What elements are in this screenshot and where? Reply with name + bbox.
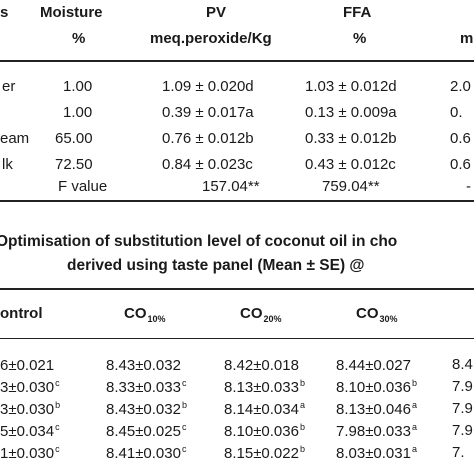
t2-cell-extra: 7.9 — [452, 378, 473, 395]
t1-bottom-rule — [0, 200, 474, 202]
t1-row-extra: 0.6 — [450, 156, 471, 173]
t1-fvalue-label: F value — [58, 178, 108, 195]
t1-col0-header: s — [0, 4, 9, 21]
t2-cell-co10: 8.43±0.032 — [106, 357, 181, 374]
t2-cell-co20: 8.13±0.033b — [224, 378, 305, 396]
t1-row-ffa: 0.43 ± 0.012c — [305, 156, 396, 173]
table-caption-line1: Optimisation of substitution level of co… — [0, 233, 398, 250]
t1-ffa-unit: % — [353, 30, 367, 47]
t1-row-moisture: 72.50 — [55, 156, 93, 173]
t2-cell-co10: 8.41±0.030c — [106, 444, 187, 462]
t1-row-moisture: 1.00 — [63, 78, 93, 95]
t1-row-ffa: 1.03 ± 0.012d — [305, 78, 397, 95]
t2-cell-co30: 7.98±0.033a — [336, 422, 417, 440]
t1-pv-header: PV — [206, 4, 227, 21]
t1-row-extra: 2.0 — [450, 78, 471, 95]
t2-cell-co30: 8.13±0.046a — [336, 400, 417, 418]
t2-cell-co30: 8.44±0.027 — [336, 357, 411, 374]
t2-cell-co30: 8.03±0.031a — [336, 444, 417, 462]
t1-pv-unit: meq.peroxide/Kg — [150, 30, 272, 47]
t1-row-moisture: 1.00 — [63, 104, 93, 121]
t2-co20-subscript: 20% — [263, 314, 282, 324]
t1-header-rule — [0, 60, 474, 62]
t2-cell-extra: 7. — [452, 444, 465, 461]
t2-cell-co10: 8.33±0.033c — [106, 378, 187, 396]
t2-header-rule — [0, 338, 474, 339]
t2-cell-co10: 8.43±0.032b — [106, 400, 187, 418]
t1-row-pv: 0.84 ± 0.023c — [162, 156, 253, 173]
t1-fvalue-pv: 157.04** — [202, 178, 260, 195]
t1-row-extra: 0. — [450, 104, 463, 121]
t1-row-moisture: 65.00 — [55, 130, 93, 147]
t2-cell-control: 1±0.030c — [0, 444, 60, 462]
t2-co-label: CO — [124, 305, 147, 322]
t1-moisture-header: Moisture — [40, 4, 103, 21]
t2-cell-control: 5±0.034c — [0, 422, 60, 440]
t2-co-label: CO — [356, 305, 379, 322]
t2-cell-extra: 7.9 — [452, 422, 473, 439]
t1-row-ffa: 0.33 ± 0.012b — [305, 130, 397, 147]
t1-row-label: eam — [0, 130, 30, 147]
t1-row-label: er — [2, 78, 16, 95]
t1-col5-unit: m — [460, 30, 474, 47]
t2-co20-header: CO20% — [240, 305, 282, 324]
t2-cell-co10: 8.45±0.025c — [106, 422, 187, 440]
t2-cell-co20: 8.15±0.022b — [224, 444, 305, 462]
table-caption-line2: derived using taste panel (Mean ± SE) @ — [67, 257, 365, 274]
t2-cell-co20: 8.14±0.034a — [224, 400, 305, 418]
t2-cell-extra: 8.4 — [452, 356, 473, 373]
t2-co30-subscript: 30% — [379, 314, 398, 324]
t2-co10-header: CO10% — [124, 305, 166, 324]
t2-co-label: CO — [240, 305, 263, 322]
t2-cell-co30: 8.10±0.036b — [336, 378, 417, 396]
t1-row-extra: 0.6 — [450, 130, 471, 147]
t2-co30-header: CO30% — [356, 305, 398, 324]
t1-fvalue-extra-mark: - — [466, 178, 471, 195]
t1-moisture-unit: % — [72, 30, 86, 47]
t2-cell-control: 3±0.030b — [0, 400, 61, 418]
t2-cell-co20: 8.10±0.036b — [224, 422, 305, 440]
t1-fvalue-ffa: 759.04** — [322, 178, 380, 195]
t1-row-pv: 0.76 ± 0.012b — [162, 130, 254, 147]
t1-row-ffa: 0.13 ± 0.009a — [305, 104, 397, 121]
t1-row-pv: 1.09 ± 0.020d — [162, 78, 254, 95]
t2-cell-extra: 7.9 — [452, 400, 473, 417]
t1-row-pv: 0.39 ± 0.017a — [162, 104, 254, 121]
t2-cell-co20: 8.42±0.018 — [224, 357, 299, 374]
t2-cell-control: 3±0.030c — [0, 378, 60, 396]
t2-top-rule — [0, 288, 474, 290]
t2-co10-subscript: 10% — [147, 314, 166, 324]
t1-ffa-header: FFA — [343, 4, 372, 21]
t2-control-header: ontrol — [0, 305, 43, 322]
t1-row-label: lk — [2, 156, 13, 173]
t2-cell-control: 6±0.021 — [0, 357, 55, 374]
